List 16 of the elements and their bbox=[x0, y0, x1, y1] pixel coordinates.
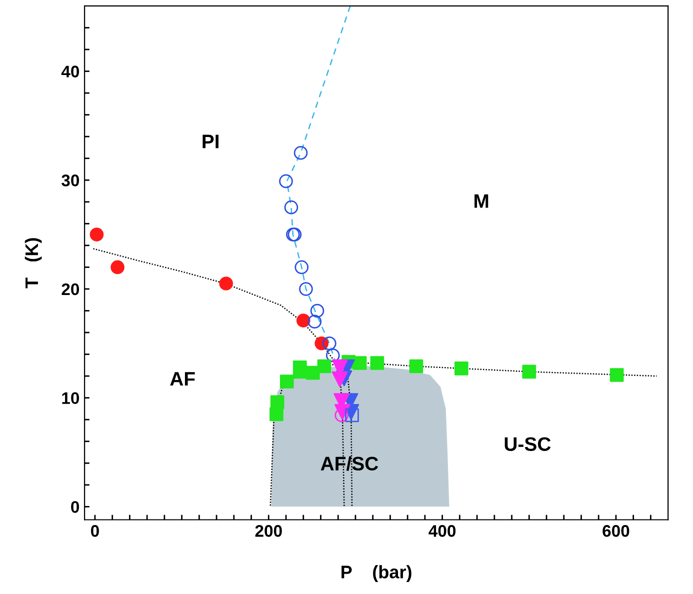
x-tick-label: 600 bbox=[602, 525, 630, 537]
annotation: M bbox=[474, 194, 488, 208]
annotation: PI bbox=[202, 134, 218, 148]
y-tick-label: 20 bbox=[62, 283, 80, 296]
y-tick-label: 40 bbox=[61, 66, 80, 78]
annotation: AF bbox=[170, 372, 195, 386]
y-tick-label: 30 bbox=[62, 174, 80, 186]
x-tick-label: 400 bbox=[428, 525, 456, 537]
y-tick-label: 0 bbox=[71, 501, 80, 513]
x-tick-label: 200 bbox=[255, 525, 282, 537]
annotation: AF/SC bbox=[320, 456, 378, 471]
y-axis-title: T (K) bbox=[24, 238, 42, 288]
x-axis-title: P (bar) bbox=[342, 565, 412, 582]
x-tick-label: 0 bbox=[90, 525, 99, 537]
annotation: U-SC bbox=[504, 437, 551, 451]
y-tick-label: 10 bbox=[62, 392, 80, 404]
